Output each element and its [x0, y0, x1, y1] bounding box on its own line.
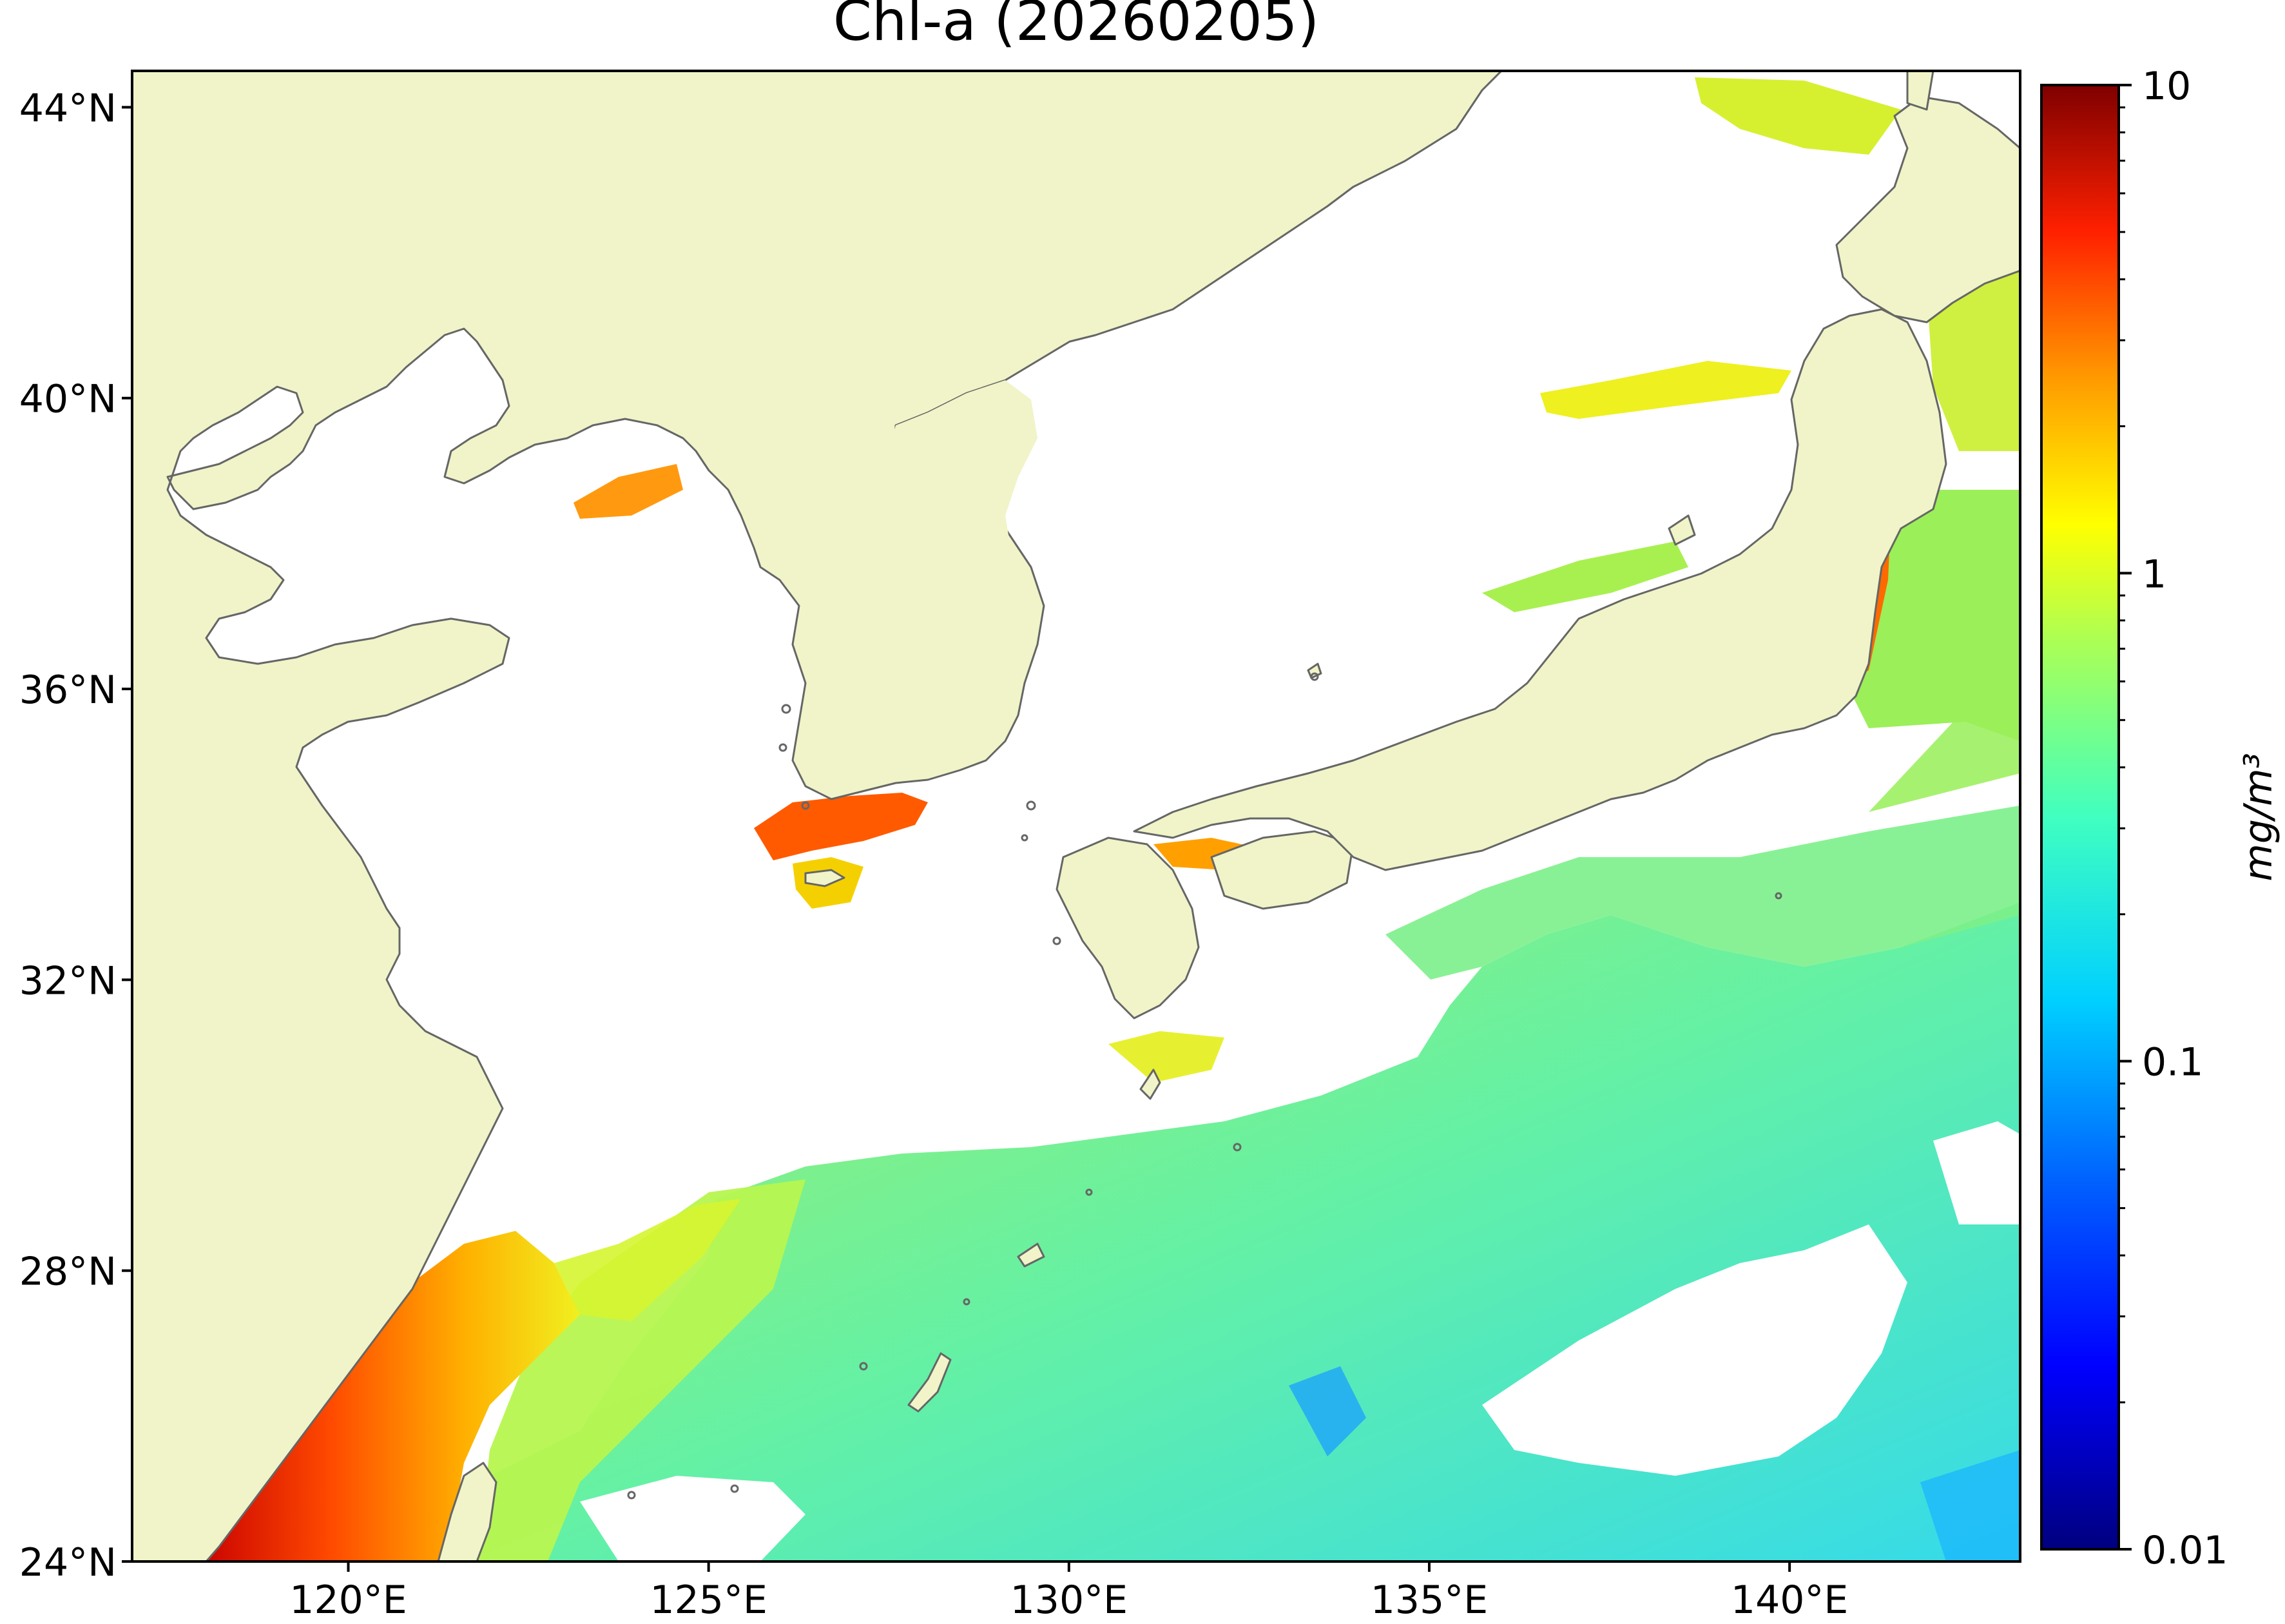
data-patch-hokkaido-north	[1695, 77, 1901, 155]
map-panel	[132, 71, 2020, 1561]
land-shikoku	[1210, 830, 1355, 910]
data-patch-south-of-japan	[1385, 806, 2020, 980]
colorbar-tick-label: 1	[2142, 552, 2166, 597]
map-frame	[131, 70, 2021, 1563]
data-patch-china-coast	[197, 1231, 580, 1561]
lon-tick-label: 125°E	[650, 1578, 767, 1623]
lat-tick-label: 28°N	[19, 1250, 117, 1295]
lon-tick-label: 135°E	[1371, 1578, 1488, 1623]
cloud-gap-south-3	[1933, 1121, 2020, 1224]
cloud-gap-south-2	[580, 1476, 805, 1561]
lat-tick-label: 40°N	[19, 377, 117, 422]
data-patch-sea-of-japan-mid	[1482, 541, 1688, 612]
latitude-axis: 24°N 28°N 32°N 36°N 40°N 44°N	[19, 86, 132, 1585]
lon-tick-label: 120°E	[289, 1578, 407, 1623]
land-kyushu	[1056, 836, 1200, 1020]
data-patch-low-chl-2	[1920, 1450, 2020, 1561]
land-taiwan	[437, 1462, 497, 1561]
cloud-gap-south-1	[1482, 1224, 1907, 1476]
colorbar-tick-label: 10	[2142, 64, 2191, 109]
land-sado	[1668, 514, 1696, 546]
land-tanegashima	[1139, 1068, 1161, 1100]
figure-title: Chl-a (20260205)	[833, 0, 1319, 53]
data-patch-sea-of-japan-north	[1540, 361, 1791, 419]
land-amami	[1017, 1242, 1045, 1268]
land-honshu	[1133, 308, 1947, 871]
lon-tick-label: 130°E	[1010, 1578, 1128, 1623]
chlorophyll-data-layer	[197, 77, 2020, 1561]
data-patch-east-china-sea	[477, 1179, 805, 1561]
lat-tick-label: 36°N	[19, 668, 117, 713]
colorbar-label: mg/m³	[2236, 753, 2281, 881]
lon-tick-label: 140°E	[1731, 1578, 1848, 1623]
land-sakhalin	[1906, 71, 1934, 111]
land-jeju	[804, 869, 845, 887]
data-patch-ecs-inner	[554, 1199, 741, 1321]
colorbar-ticks: 10 1 0.1 0.01	[2119, 64, 2228, 1573]
data-patch-bohai	[574, 464, 683, 519]
data-patch-korea-strait	[754, 793, 928, 860]
colorbar-gradient	[2041, 85, 2119, 1549]
land-korea	[793, 380, 1037, 789]
colorbar-frame	[2040, 84, 2120, 1551]
land-okinawa	[907, 1352, 952, 1413]
lat-tick-label: 44°N	[19, 86, 117, 131]
data-patch-kyushu-south	[1108, 1031, 1224, 1083]
lat-tick-label: 24°N	[19, 1540, 117, 1585]
colorbar: 10 1 0.1 0.01 mg/m³	[2040, 64, 2281, 1573]
colorbar-tick-label: 0.1	[2142, 1040, 2203, 1085]
lat-tick-label: 32°N	[19, 958, 117, 1003]
longitude-axis: 120°E 125°E 130°E 135°E 140°E	[289, 1561, 1848, 1623]
data-patch-low-chl-1	[1289, 1366, 1366, 1456]
colorbar-tick-label: 0.01	[2142, 1528, 2228, 1573]
land-asia-mainland	[132, 71, 1503, 1561]
land-layer	[132, 71, 2020, 1561]
land-hokkaido	[1835, 95, 2020, 324]
island-dots	[627, 672, 1782, 1500]
